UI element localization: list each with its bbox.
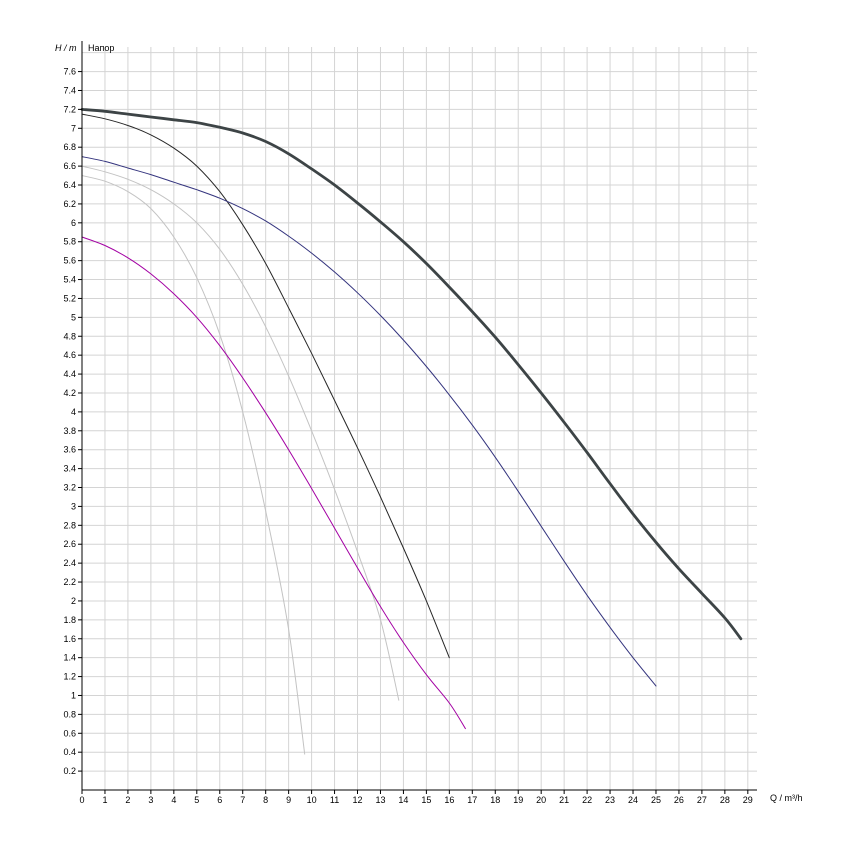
x-tick-label: 9: [286, 795, 291, 805]
magenta-curve: [81, 236, 466, 730]
grid: [82, 47, 757, 790]
x-tick-label: 10: [307, 795, 317, 805]
y-tick-label: 1: [71, 690, 76, 700]
y-tick-label: 4: [71, 407, 76, 417]
y-tick-label: 6.4: [63, 180, 76, 190]
y-tick-label: 4.8: [63, 331, 76, 341]
y-tick-label: 1.6: [63, 634, 76, 644]
y-tick-label: 0.4: [63, 747, 76, 757]
y-tick-label: 5: [71, 312, 76, 322]
y-tick-label: 4.4: [63, 369, 76, 379]
y-tick-label: 3.6: [63, 445, 76, 455]
y-tick-label: 1.2: [63, 672, 76, 682]
series-label: Напор: [88, 43, 114, 53]
y-tick-label: 3.8: [63, 426, 76, 436]
y-tick-label: 2.4: [63, 558, 76, 568]
y-tick-label: 5.8: [63, 237, 76, 247]
x-tick-label: 1: [102, 795, 107, 805]
y-tick-label: 3.4: [63, 464, 76, 474]
x-tick-label: 21: [559, 795, 569, 805]
curves: [80, 107, 743, 755]
y-tick-label: 6.8: [63, 142, 76, 152]
x-tick-label: 23: [605, 795, 615, 805]
y-tick-label: 3: [71, 501, 76, 511]
y-tick-label: 7.6: [63, 67, 76, 77]
y-tick-label: 6.6: [63, 161, 76, 171]
y-tick-label: 5.4: [63, 275, 76, 285]
x-tick-label: 11: [330, 795, 339, 805]
gray-curve-flat: [81, 165, 400, 701]
x-tick-label: 16: [444, 795, 454, 805]
y-tick-label: 1.8: [63, 615, 76, 625]
y-tick-label: 7.4: [63, 85, 76, 95]
x-tick-label: 28: [720, 795, 730, 805]
y-tick-label: 6: [71, 218, 76, 228]
y-tick-label: 4.6: [63, 350, 76, 360]
y-tick-label: 6.2: [63, 199, 76, 209]
gray-curve-steep: [81, 175, 306, 755]
y-tick-label: 1.4: [63, 653, 76, 663]
x-tick-label: 15: [421, 795, 431, 805]
x-tick-label: 4: [171, 795, 176, 805]
y-tick-label: 7: [71, 123, 76, 133]
x-tick-label: 22: [582, 795, 592, 805]
x-tick-label: 3: [148, 795, 153, 805]
y-tick-label: 7.2: [63, 104, 76, 114]
x-tick-label: 12: [353, 795, 363, 805]
x-tick-label: 13: [375, 795, 385, 805]
bold-dark-curve: [80, 107, 743, 641]
x-tick-label: 25: [651, 795, 661, 805]
x-tick-label: 26: [674, 795, 684, 805]
y-tick-label: 5.6: [63, 256, 76, 266]
y-tick-label: 4.2: [63, 388, 76, 398]
y-tick-label: 2.6: [63, 539, 76, 549]
y-tick-label: 2.8: [63, 520, 76, 530]
y-tick-label: 2.2: [63, 577, 76, 587]
axes: [78, 41, 757, 794]
x-tick-label: 18: [490, 795, 500, 805]
x-tick-label: 6: [217, 795, 222, 805]
x-tick-label: 19: [513, 795, 523, 805]
y-tick-label: 0.2: [63, 766, 76, 776]
x-tick-label: 0: [79, 795, 84, 805]
y-tick-label: 0.6: [63, 728, 76, 738]
x-tick-label: 5: [194, 795, 199, 805]
tick-labels: 0 1 2 3 4 5 6 7 8 9 10 11 12 13 14 15 16 17 18 19 20 21 22 23 24…: [63, 67, 752, 805]
navy-curve: [81, 156, 657, 687]
y-tick-label: 5.2: [63, 293, 76, 303]
x-tick-label: 2: [125, 795, 130, 805]
y-tick-label: 0.8: [63, 709, 76, 719]
x-tick-label: 29: [743, 795, 753, 805]
y-axis-title: H / m: [55, 43, 77, 53]
thin-black-curve: [81, 113, 450, 659]
x-tick-label: 20: [536, 795, 546, 805]
x-tick-label: 24: [628, 795, 638, 805]
x-axis-title: Q / m³/h: [770, 793, 803, 803]
x-tick-label: 7: [240, 795, 245, 805]
x-tick-label: 17: [467, 795, 477, 805]
x-tick-label: 14: [398, 795, 408, 805]
x-tick-label: 8: [263, 795, 268, 805]
y-tick-label: 2: [71, 596, 76, 606]
x-tick-label: 27: [697, 795, 707, 805]
y-tick-label: 3.2: [63, 483, 76, 493]
